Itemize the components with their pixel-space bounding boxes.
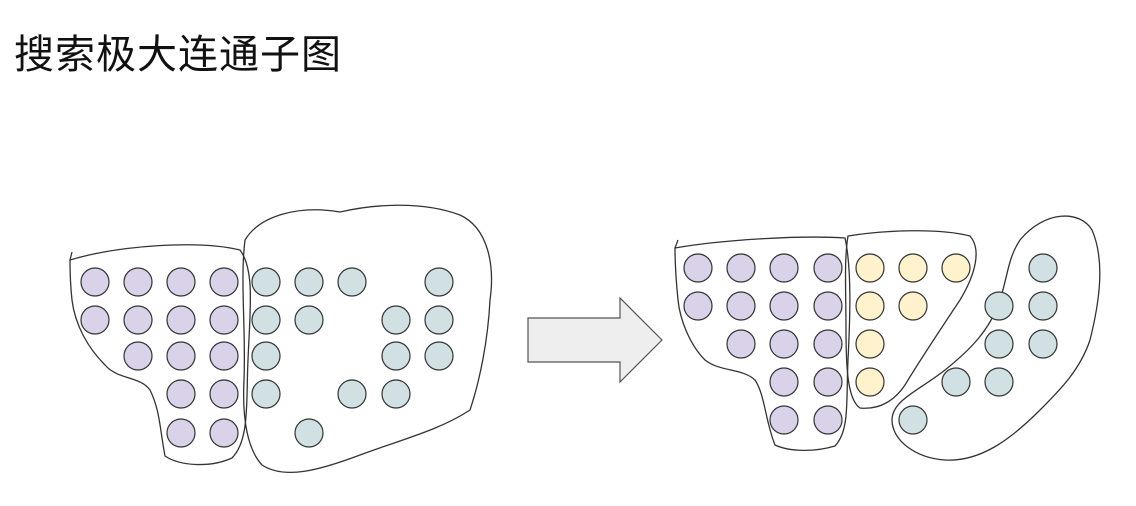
after-purple-node xyxy=(813,405,843,435)
before-gray-node xyxy=(424,267,454,297)
before-gray-node xyxy=(294,267,324,297)
after-purple-node xyxy=(683,291,713,321)
before-purple-node xyxy=(166,341,196,371)
after-yellow-node xyxy=(941,253,971,283)
after-purple-node xyxy=(813,367,843,397)
after-yellow-node xyxy=(855,367,885,397)
before-purple-node xyxy=(209,267,239,297)
before-gray-node xyxy=(251,341,281,371)
before-purple-node xyxy=(166,379,196,409)
before-purple-node xyxy=(123,305,153,335)
after-yellow-node xyxy=(855,253,885,283)
after-gray-node xyxy=(984,329,1014,359)
before-purple-node xyxy=(166,305,196,335)
after-purple-node xyxy=(769,253,799,283)
before-gray-node xyxy=(337,379,367,409)
before-gray-node xyxy=(251,267,281,297)
before-diagram xyxy=(69,204,493,474)
before-gray-node xyxy=(381,305,411,335)
before-purple-node xyxy=(209,341,239,371)
after-gray-node xyxy=(941,367,971,397)
after-gray-node xyxy=(1028,291,1058,321)
before-purple-node xyxy=(80,267,110,297)
before-purple-node xyxy=(80,305,110,335)
after-gray-node xyxy=(1028,253,1058,283)
before-purple-node xyxy=(209,305,239,335)
before-purple-node xyxy=(123,267,153,297)
region-tick xyxy=(69,251,73,261)
after-purple-node xyxy=(813,329,843,359)
after-gray-node xyxy=(1028,329,1058,359)
region-tick xyxy=(674,239,679,249)
purple-region xyxy=(69,244,252,466)
after-purple-node xyxy=(769,291,799,321)
before-purple-node xyxy=(166,418,196,448)
before-gray-node xyxy=(381,379,411,409)
gray-region xyxy=(891,215,1101,461)
yellow-region xyxy=(844,230,977,409)
gray-region xyxy=(242,204,493,474)
before-gray-node xyxy=(251,305,281,335)
after-purple-node xyxy=(726,291,756,321)
before-purple-node xyxy=(209,418,239,448)
after-purple-node xyxy=(813,291,843,321)
before-gray-node xyxy=(424,341,454,371)
after-purple-node xyxy=(726,329,756,359)
after-gray-node xyxy=(984,291,1014,321)
after-yellow-node xyxy=(898,291,928,321)
after-yellow-node xyxy=(898,253,928,283)
after-purple-node xyxy=(769,405,799,435)
before-purple-node xyxy=(209,379,239,409)
after-yellow-node xyxy=(855,291,885,321)
before-gray-node xyxy=(251,379,281,409)
after-diagram xyxy=(674,215,1101,461)
purple-region xyxy=(674,236,851,452)
before-gray-node xyxy=(294,305,324,335)
right-arrow-icon xyxy=(527,296,663,384)
after-gray-node xyxy=(898,405,928,435)
after-purple-node xyxy=(683,253,713,283)
page-title: 搜索极大连通子图 xyxy=(14,32,342,78)
before-purple-node xyxy=(166,267,196,297)
after-purple-node xyxy=(726,253,756,283)
before-gray-node xyxy=(381,341,411,371)
after-yellow-node xyxy=(855,329,885,359)
after-gray-node xyxy=(984,367,1014,397)
after-purple-node xyxy=(769,329,799,359)
before-gray-node xyxy=(424,305,454,335)
after-purple-node xyxy=(813,253,843,283)
before-purple-node xyxy=(123,341,153,371)
before-gray-node xyxy=(294,418,324,448)
after-purple-node xyxy=(769,367,799,397)
before-gray-node xyxy=(337,267,367,297)
